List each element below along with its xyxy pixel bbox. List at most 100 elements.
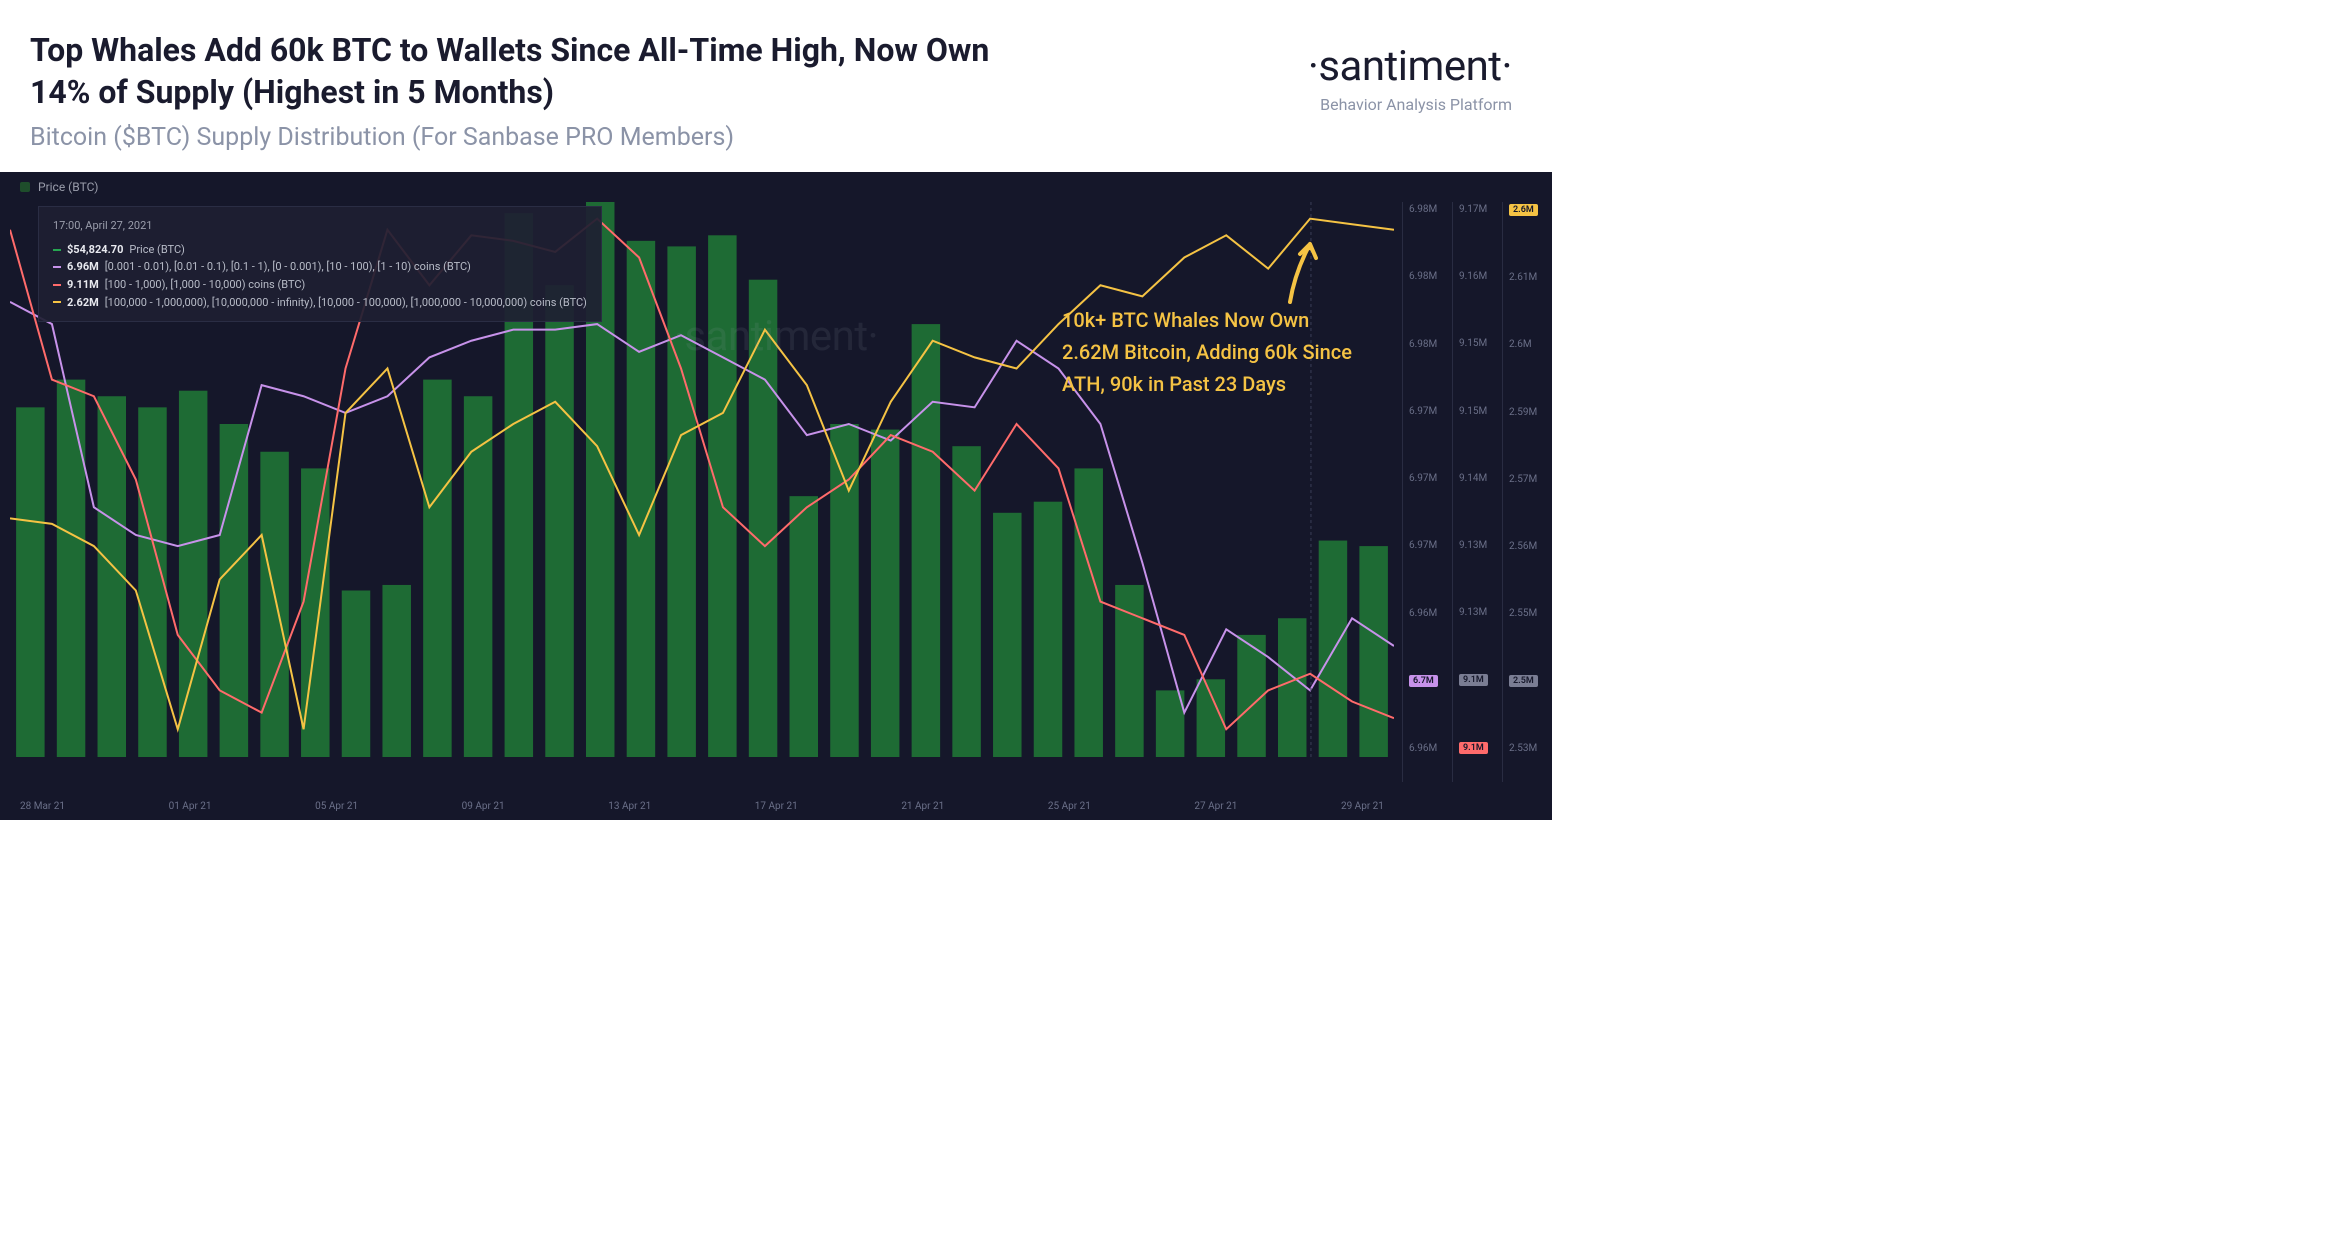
y-axis-tick: 6.96M bbox=[1409, 608, 1452, 619]
brand-logo: ·santiment· bbox=[1308, 42, 1512, 91]
y-axis-column: 9.17M 9.16M 9.15M 9.15M 9.14M 9.13M 9.13M 9.1M 9… bbox=[1452, 202, 1502, 782]
tooltip-row: 6.96M [0.001 - 0.01), [0.01 - 0.1), [0.1… bbox=[53, 258, 587, 276]
chart-container: Price (BTC) 17:00, April 27, 2021 $54,82… bbox=[0, 172, 1552, 820]
price-bar bbox=[912, 324, 940, 757]
tooltip-label: [100,000 - 1,000,000), [10,000,000 - inf… bbox=[105, 294, 587, 312]
header-right: ·santiment· Behavior Analysis Platform bbox=[1308, 30, 1512, 114]
y-axes: 6.98M 6.98M 6.98M 6.97M 6.97M 6.97M 6.96M 6.7M 6… bbox=[1402, 202, 1552, 782]
tooltip-label: Price (BTC) bbox=[129, 241, 184, 259]
y-axis-tick: 6.98M bbox=[1409, 204, 1452, 215]
price-bar bbox=[57, 380, 85, 757]
price-bar bbox=[423, 380, 451, 757]
y-axis-tick: 9.13M bbox=[1459, 540, 1502, 551]
x-axis-label: 21 Apr 21 bbox=[901, 801, 944, 812]
x-axis-label: 28 Mar 21 bbox=[20, 801, 65, 812]
y-axis-tick: 2.6M bbox=[1509, 204, 1552, 216]
y-axis-tick: 6.7M bbox=[1409, 675, 1452, 687]
y-axis-tick: 2.53M bbox=[1509, 743, 1552, 754]
price-bar bbox=[871, 430, 899, 757]
price-label: Price (BTC) bbox=[38, 180, 98, 194]
y-axis-tick: 6.97M bbox=[1409, 406, 1452, 417]
y-axis-badge: 2.6M bbox=[1509, 204, 1538, 216]
y-axis-badge: 2.5M bbox=[1509, 675, 1538, 687]
y-axis-tick: 6.96M bbox=[1409, 743, 1452, 754]
y-axis-tick: 2.55M bbox=[1509, 608, 1552, 619]
y-axis-tick: 6.97M bbox=[1409, 540, 1452, 551]
y-axis-tick: 9.15M bbox=[1459, 406, 1502, 417]
y-axis-tick: 9.17M bbox=[1459, 204, 1502, 215]
price-bar bbox=[138, 408, 166, 758]
x-axis-label: 25 Apr 21 bbox=[1048, 801, 1091, 812]
tooltip-swatch-icon bbox=[53, 301, 61, 303]
y-axis-tick: 9.13M bbox=[1459, 607, 1502, 618]
chart-legend-header: Price (BTC) bbox=[20, 180, 98, 194]
price-swatch-icon bbox=[20, 182, 30, 192]
tooltip-row: 9.11M [100 - 1,000), [1,000 - 10,000) co… bbox=[53, 276, 587, 294]
x-axis-label: 27 Apr 21 bbox=[1194, 801, 1237, 812]
header-left: Top Whales Add 60k BTC to Wallets Since … bbox=[30, 30, 1010, 152]
price-bar bbox=[545, 285, 573, 757]
price-bar bbox=[260, 452, 288, 757]
price-bar bbox=[1034, 502, 1062, 757]
price-bar bbox=[1278, 618, 1306, 757]
y-axis-tick: 2.59M bbox=[1509, 407, 1552, 418]
x-axis: 28 Mar 21 01 Apr 21 05 Apr 21 09 Apr 21 13 A… bbox=[10, 801, 1394, 812]
price-bar bbox=[1074, 469, 1102, 758]
tooltip-value: 6.96M bbox=[67, 258, 99, 276]
x-axis-label: 05 Apr 21 bbox=[315, 801, 358, 812]
price-bar bbox=[1359, 546, 1387, 757]
price-bar bbox=[667, 247, 695, 758]
price-bar bbox=[464, 396, 492, 757]
y-axis-badge: 9.1M bbox=[1459, 742, 1488, 754]
price-bar bbox=[179, 391, 207, 757]
y-axis-tick: 2.61M bbox=[1509, 272, 1552, 283]
x-axis-label: 17 Apr 21 bbox=[755, 801, 798, 812]
price-bar bbox=[382, 585, 410, 757]
y-axis-tick: 6.98M bbox=[1409, 339, 1452, 350]
tooltip-swatch-icon bbox=[53, 266, 61, 268]
y-axis-tick: 9.16M bbox=[1459, 271, 1502, 282]
tooltip-value: 9.11M bbox=[67, 276, 99, 294]
x-axis-label: 01 Apr 21 bbox=[169, 801, 212, 812]
y-axis-badge: 9.1M bbox=[1459, 674, 1488, 686]
brand-tagline: Behavior Analysis Platform bbox=[1308, 95, 1512, 114]
y-axis-tick: 2.6M bbox=[1509, 339, 1552, 350]
chart-tooltip: 17:00, April 27, 2021 $54,824.70 Price (… bbox=[38, 206, 602, 322]
price-bar bbox=[1319, 541, 1347, 757]
y-axis-tick: 9.1M bbox=[1459, 742, 1502, 754]
y-axis-tick: 9.15M bbox=[1459, 338, 1502, 349]
price-bar bbox=[220, 424, 248, 757]
y-axis-badge: 6.7M bbox=[1409, 675, 1438, 687]
x-axis-label: 09 Apr 21 bbox=[462, 801, 505, 812]
price-bar bbox=[627, 241, 655, 757]
price-bar bbox=[342, 591, 370, 758]
price-bar bbox=[790, 496, 818, 757]
tooltip-label: [0.001 - 0.01), [0.01 - 0.1), [0.1 - 1),… bbox=[105, 258, 471, 276]
price-bar bbox=[993, 513, 1021, 757]
y-axis-tick: 6.97M bbox=[1409, 473, 1452, 484]
tooltip-label: [100 - 1,000), [1,000 - 10,000) coins (B… bbox=[105, 276, 305, 294]
price-bar bbox=[16, 408, 44, 758]
x-axis-label: 13 Apr 21 bbox=[608, 801, 651, 812]
chart-annotation: 10k+ BTC Whales Now Own 2.62M Bitcoin, A… bbox=[1062, 304, 1352, 400]
tooltip-date: 17:00, April 27, 2021 bbox=[53, 217, 587, 235]
tooltip-row: 2.62M [100,000 - 1,000,000), [10,000,000… bbox=[53, 294, 587, 312]
y-axis-tick: 6.98M bbox=[1409, 271, 1452, 282]
price-bar bbox=[708, 235, 736, 757]
annotation-arrow-icon bbox=[1280, 232, 1330, 312]
tooltip-row: $54,824.70 Price (BTC) bbox=[53, 241, 587, 259]
y-axis-column: 2.6M 2.61M 2.6M 2.59M 2.57M 2.56M 2.55M 2.5M 2.5… bbox=[1502, 202, 1552, 782]
y-axis-tick: 2.57M bbox=[1509, 474, 1552, 485]
header: Top Whales Add 60k BTC to Wallets Since … bbox=[0, 0, 1552, 172]
y-axis-tick: 9.14M bbox=[1459, 473, 1502, 484]
y-axis-tick: 2.56M bbox=[1509, 541, 1552, 552]
x-axis-label: 29 Apr 21 bbox=[1341, 801, 1384, 812]
tooltip-swatch-icon bbox=[53, 284, 61, 286]
y-axis-tick: 9.1M bbox=[1459, 674, 1502, 686]
tooltip-value: $54,824.70 bbox=[67, 241, 123, 259]
price-bar bbox=[952, 446, 980, 757]
page-title: Top Whales Add 60k BTC to Wallets Since … bbox=[30, 30, 1010, 113]
price-bar bbox=[1115, 585, 1143, 757]
tooltip-value: 2.62M bbox=[67, 294, 99, 312]
y-axis-column: 6.98M 6.98M 6.98M 6.97M 6.97M 6.97M 6.96M 6.7M 6… bbox=[1402, 202, 1452, 782]
